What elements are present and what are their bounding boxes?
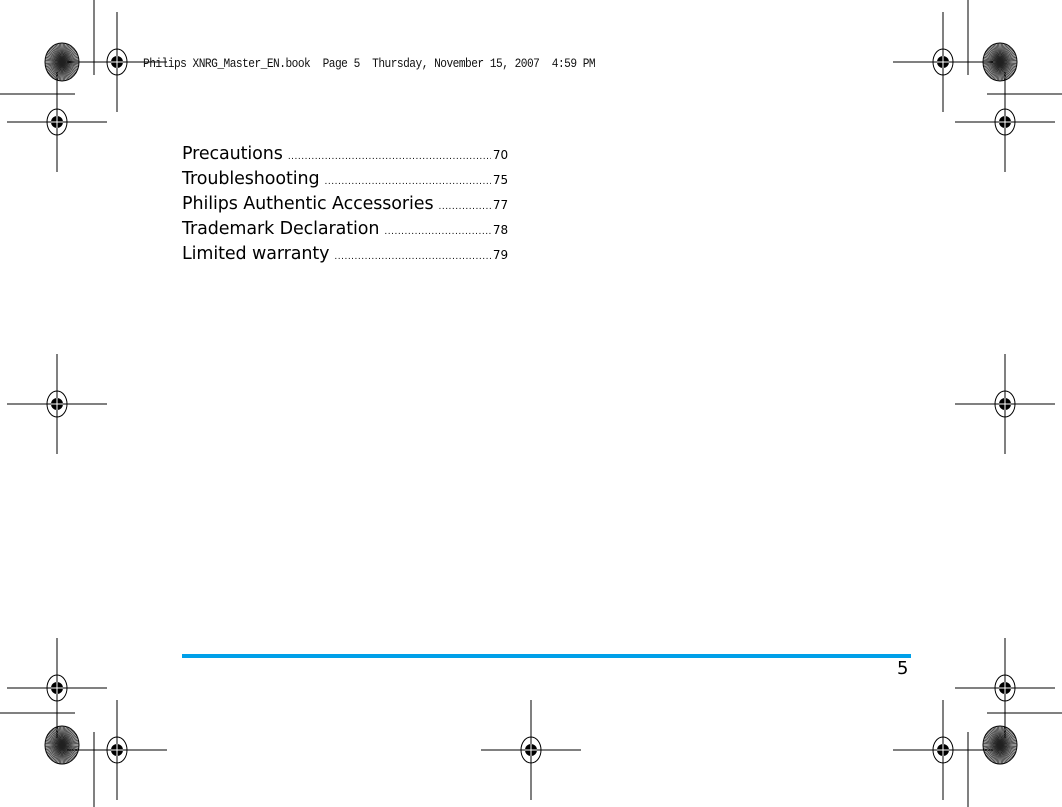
footer-rule — [182, 654, 911, 658]
toc-entry[interactable]: Trademark Declaration 78 — [182, 219, 508, 244]
dot-leader — [438, 202, 490, 212]
toc-entry-page: 79 — [492, 248, 508, 262]
star-ray — [45, 743, 79, 747]
toc-entry-page: 78 — [492, 223, 508, 237]
toc-entry-page: 77 — [492, 198, 508, 212]
star-ray — [983, 60, 1017, 64]
registration-target-icon — [46, 674, 68, 702]
toc-entry-title: Trademark Declaration — [182, 219, 380, 239]
table-of-contents: Precautions 70 Troubleshooting 75 Philip… — [182, 144, 508, 269]
toc-entry[interactable]: Troubleshooting 75 — [182, 169, 508, 194]
toc-entry-title: Precautions — [182, 144, 283, 164]
registration-target-icon — [46, 390, 68, 418]
toc-entry[interactable]: Limited warranty 79 — [182, 244, 508, 269]
star-ray — [45, 60, 79, 64]
registration-target-icon — [520, 736, 542, 764]
page-number: 5 — [897, 658, 909, 679]
registration-target-icon — [106, 736, 128, 764]
registration-target-icon — [46, 108, 68, 136]
print-slug: Philips XNRG_Master_EN.book Page 5 Thurs… — [143, 56, 596, 71]
star-ray — [983, 743, 1017, 747]
registration-target-icon — [932, 736, 954, 764]
registration-target-icon — [106, 48, 128, 76]
toc-entry[interactable]: Philips Authentic Accessories 77 — [182, 194, 508, 219]
toc-entry-title: Limited warranty — [182, 244, 330, 264]
toc-entry[interactable]: Precautions 70 — [182, 144, 508, 169]
toc-entry-title: Troubleshooting — [182, 169, 320, 189]
dot-leader — [334, 252, 491, 262]
registration-target-icon — [994, 674, 1016, 702]
dot-leader — [384, 227, 491, 237]
registration-target-icon — [994, 390, 1016, 418]
dot-leader — [325, 177, 491, 187]
toc-entry-page: 70 — [492, 148, 508, 162]
dot-leader — [288, 152, 491, 162]
registration-target-icon — [932, 48, 954, 76]
toc-entry-title: Philips Authentic Accessories — [182, 194, 434, 214]
registration-target-icon — [994, 108, 1016, 136]
toc-entry-page: 75 — [492, 173, 508, 187]
